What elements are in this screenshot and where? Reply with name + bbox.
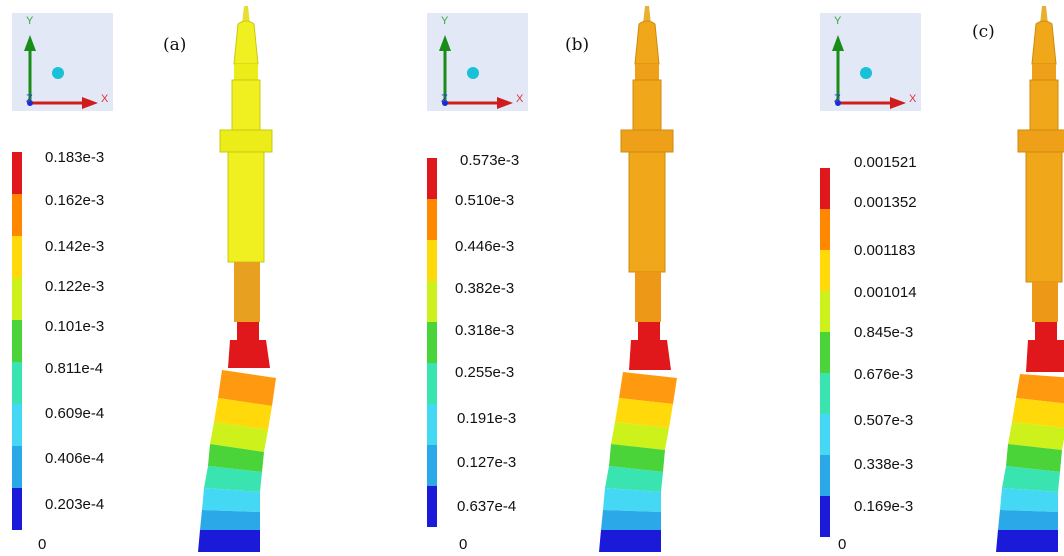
scale-band <box>820 373 830 414</box>
color-scale-bar <box>12 152 22 530</box>
scale-band <box>12 278 22 320</box>
legend-value: 0.510e-3 <box>455 192 515 209</box>
legend-value: 0.001014 <box>854 284 917 301</box>
scale-band <box>12 236 22 278</box>
color-scale-bar <box>427 158 437 527</box>
legend-value: 0.001352 <box>854 194 917 211</box>
panel-label: (b) <box>565 35 590 55</box>
legend-value: 0.127e-3 <box>457 454 517 471</box>
tool-model <box>599 6 677 552</box>
scale-band <box>12 488 22 530</box>
legend-value: 0 <box>38 536 47 553</box>
scale-band <box>12 152 22 194</box>
scale-band <box>820 455 830 496</box>
panel-b: Y X Z (b) 0.573e-3 0.510e-3 0.446e-3 0.3… <box>415 0 770 556</box>
legend-value: 0 <box>459 536 468 553</box>
legend-value: 0.255e-3 <box>455 364 515 381</box>
legend-value: 0.338e-3 <box>854 456 914 473</box>
tool-model <box>996 6 1064 552</box>
scale-band <box>427 363 437 404</box>
scale-band <box>820 168 830 209</box>
legend-value: 0.142e-3 <box>45 238 105 255</box>
axis-triad: Y X Z <box>427 13 528 111</box>
z-axis-label: Z <box>441 93 448 105</box>
scale-band <box>820 496 830 537</box>
scale-band <box>12 194 22 236</box>
x-axis-label: X <box>101 93 109 105</box>
legend-value: 0.162e-3 <box>45 192 105 209</box>
color-scale-bar <box>820 168 830 537</box>
z-axis-label: Z <box>834 93 841 105</box>
legend-value: 0.507e-3 <box>854 412 914 429</box>
axis-triad: Y X Z <box>820 13 921 111</box>
legend-value: 0 <box>838 536 847 553</box>
scale-band <box>427 445 437 486</box>
legend-value: 0.446e-3 <box>455 238 515 255</box>
legend-value: 0.169e-3 <box>854 498 914 515</box>
legend-value: 0.001521 <box>854 154 917 171</box>
legend-value: 0.382e-3 <box>455 280 515 297</box>
scale-band <box>820 209 830 250</box>
scale-band <box>427 158 437 199</box>
scale-band <box>427 199 437 240</box>
panel-label: (a) <box>163 35 187 55</box>
legend-value: 0.122e-3 <box>45 278 105 295</box>
legend-value: 0.637e-4 <box>457 498 517 515</box>
panel-c: Y X Z (c) 0.001521 0.001352 0.001183 0.0… <box>808 0 1064 556</box>
scale-band <box>820 414 830 455</box>
legend-value: 0.318e-3 <box>455 322 515 339</box>
x-axis-label: X <box>516 93 524 105</box>
legend-value: 0.406e-4 <box>45 450 105 467</box>
y-axis-label: Y <box>834 15 842 27</box>
legend-value: 0.101e-3 <box>45 318 105 335</box>
x-axis-label: X <box>909 93 917 105</box>
tool-model <box>198 6 276 552</box>
scale-band <box>820 332 830 373</box>
legend-value: 0.183e-3 <box>45 149 105 166</box>
legend-value: 0.676e-3 <box>854 366 914 383</box>
legend-value: 0.845e-3 <box>854 324 914 341</box>
scale-band <box>427 281 437 322</box>
scale-band <box>427 486 437 527</box>
legend-value: 0.001183 <box>854 242 916 259</box>
scale-band <box>12 446 22 488</box>
legend-value: 0.609e-4 <box>45 405 105 422</box>
scale-band <box>12 362 22 404</box>
scale-band <box>427 404 437 445</box>
panel-label: (c) <box>972 22 995 42</box>
scale-band <box>427 240 437 281</box>
legend-value: 0.203e-4 <box>45 496 105 513</box>
legend-value: 0.811e-4 <box>45 360 104 377</box>
scale-band <box>427 322 437 363</box>
scale-band <box>12 320 22 362</box>
axis-triad: Y X Z <box>12 13 113 111</box>
y-axis-label: Y <box>26 15 34 27</box>
legend-value: 0.573e-3 <box>460 152 520 169</box>
y-axis-label: Y <box>441 15 449 27</box>
scale-band <box>820 291 830 332</box>
z-axis-label: Z <box>26 93 33 105</box>
legend-value: 0.191e-3 <box>457 410 517 427</box>
panel-a: Y X Z (a) 0.183e-3 0.162e-3 0.142e-3 0.1… <box>0 0 355 556</box>
scale-band <box>12 404 22 446</box>
scale-band <box>820 250 830 291</box>
